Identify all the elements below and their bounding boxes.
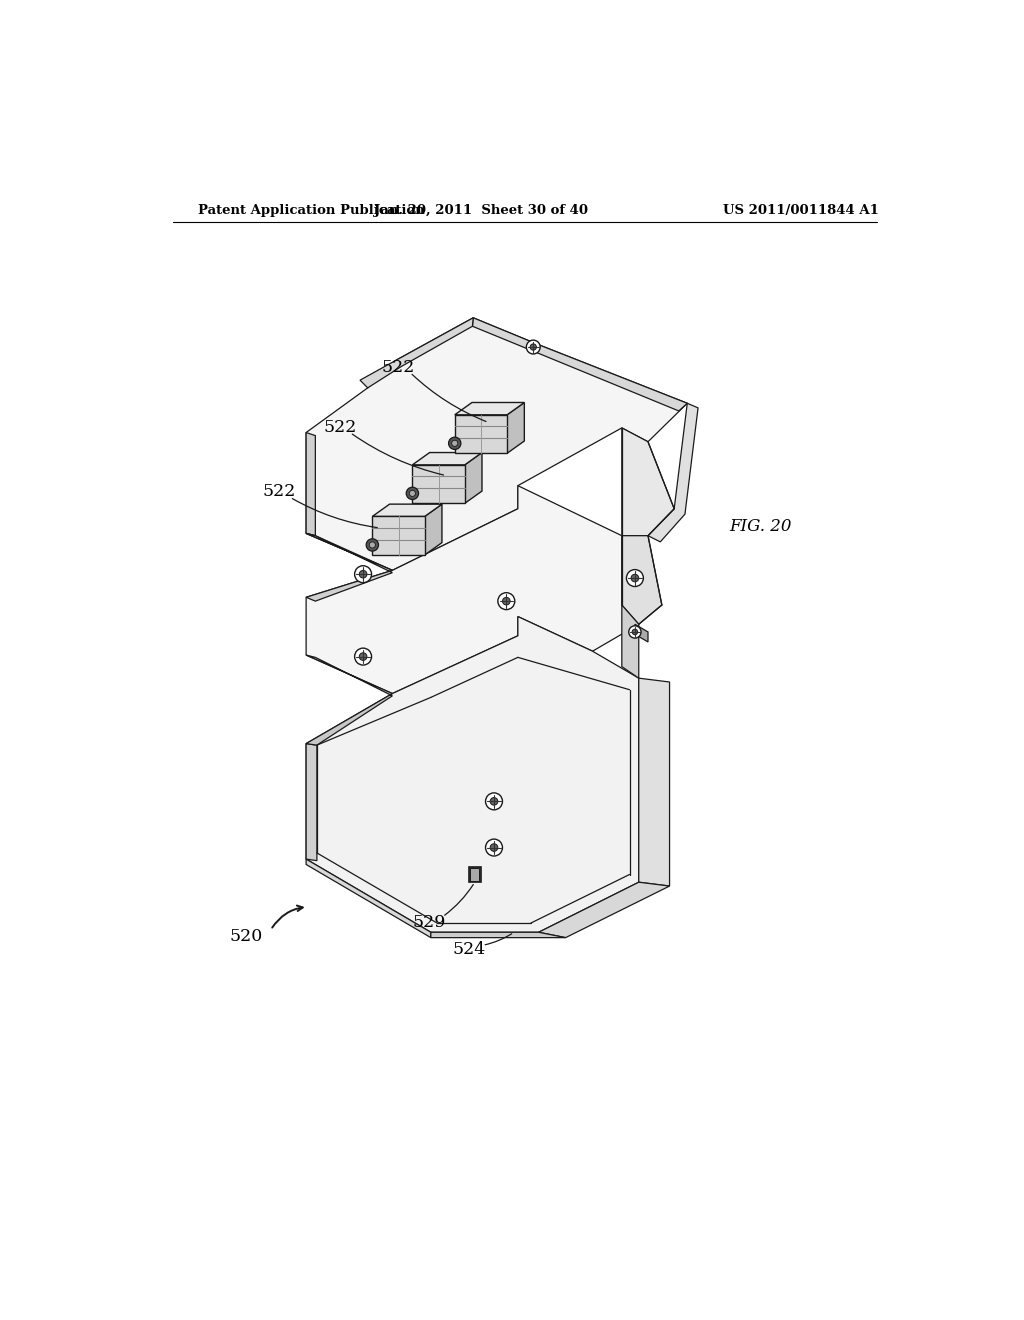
Text: 522: 522	[262, 483, 296, 500]
Circle shape	[359, 653, 367, 660]
Polygon shape	[306, 318, 687, 570]
Polygon shape	[455, 414, 507, 453]
Polygon shape	[373, 504, 442, 516]
Text: Jan. 20, 2011  Sheet 30 of 40: Jan. 20, 2011 Sheet 30 of 40	[374, 205, 588, 218]
Text: 529: 529	[413, 913, 446, 931]
Circle shape	[452, 441, 458, 446]
Circle shape	[627, 570, 643, 586]
Polygon shape	[455, 403, 524, 414]
Text: Patent Application Publication: Patent Application Publication	[199, 205, 425, 218]
Polygon shape	[635, 624, 648, 642]
Circle shape	[632, 630, 638, 635]
Text: 522: 522	[382, 359, 415, 376]
Circle shape	[490, 843, 498, 851]
Circle shape	[449, 437, 461, 449]
Circle shape	[485, 793, 503, 810]
Text: 522: 522	[324, 420, 356, 437]
Polygon shape	[413, 465, 465, 503]
Polygon shape	[306, 859, 431, 937]
Polygon shape	[431, 932, 565, 937]
Text: 520: 520	[229, 928, 263, 945]
Bar	[469, 867, 481, 882]
Circle shape	[503, 598, 510, 605]
Polygon shape	[373, 516, 425, 554]
Text: 524: 524	[453, 941, 486, 958]
Polygon shape	[306, 533, 392, 570]
Polygon shape	[306, 655, 392, 744]
Circle shape	[370, 541, 376, 548]
Circle shape	[631, 574, 639, 582]
Polygon shape	[622, 605, 639, 678]
Circle shape	[498, 593, 515, 610]
Polygon shape	[306, 433, 315, 536]
Circle shape	[526, 341, 541, 354]
Polygon shape	[472, 318, 687, 411]
Polygon shape	[360, 318, 473, 388]
Polygon shape	[306, 486, 639, 693]
Polygon shape	[306, 616, 639, 932]
Polygon shape	[648, 404, 698, 543]
Polygon shape	[465, 453, 482, 503]
Circle shape	[485, 840, 503, 855]
Circle shape	[410, 490, 416, 496]
Polygon shape	[413, 453, 482, 465]
Text: FIG. 20: FIG. 20	[729, 517, 792, 535]
Polygon shape	[306, 743, 316, 861]
Polygon shape	[622, 536, 662, 624]
Circle shape	[354, 566, 372, 582]
Polygon shape	[425, 504, 442, 554]
Circle shape	[490, 797, 498, 805]
Bar	[470, 869, 479, 880]
Circle shape	[359, 570, 367, 578]
Polygon shape	[507, 403, 524, 453]
Circle shape	[530, 345, 537, 350]
Polygon shape	[622, 428, 674, 536]
Polygon shape	[639, 678, 670, 886]
Circle shape	[367, 539, 379, 552]
Circle shape	[354, 648, 372, 665]
Circle shape	[629, 626, 641, 638]
Circle shape	[407, 487, 419, 499]
Text: US 2011/0011844 A1: US 2011/0011844 A1	[723, 205, 879, 218]
Polygon shape	[306, 533, 392, 601]
Polygon shape	[539, 882, 670, 937]
